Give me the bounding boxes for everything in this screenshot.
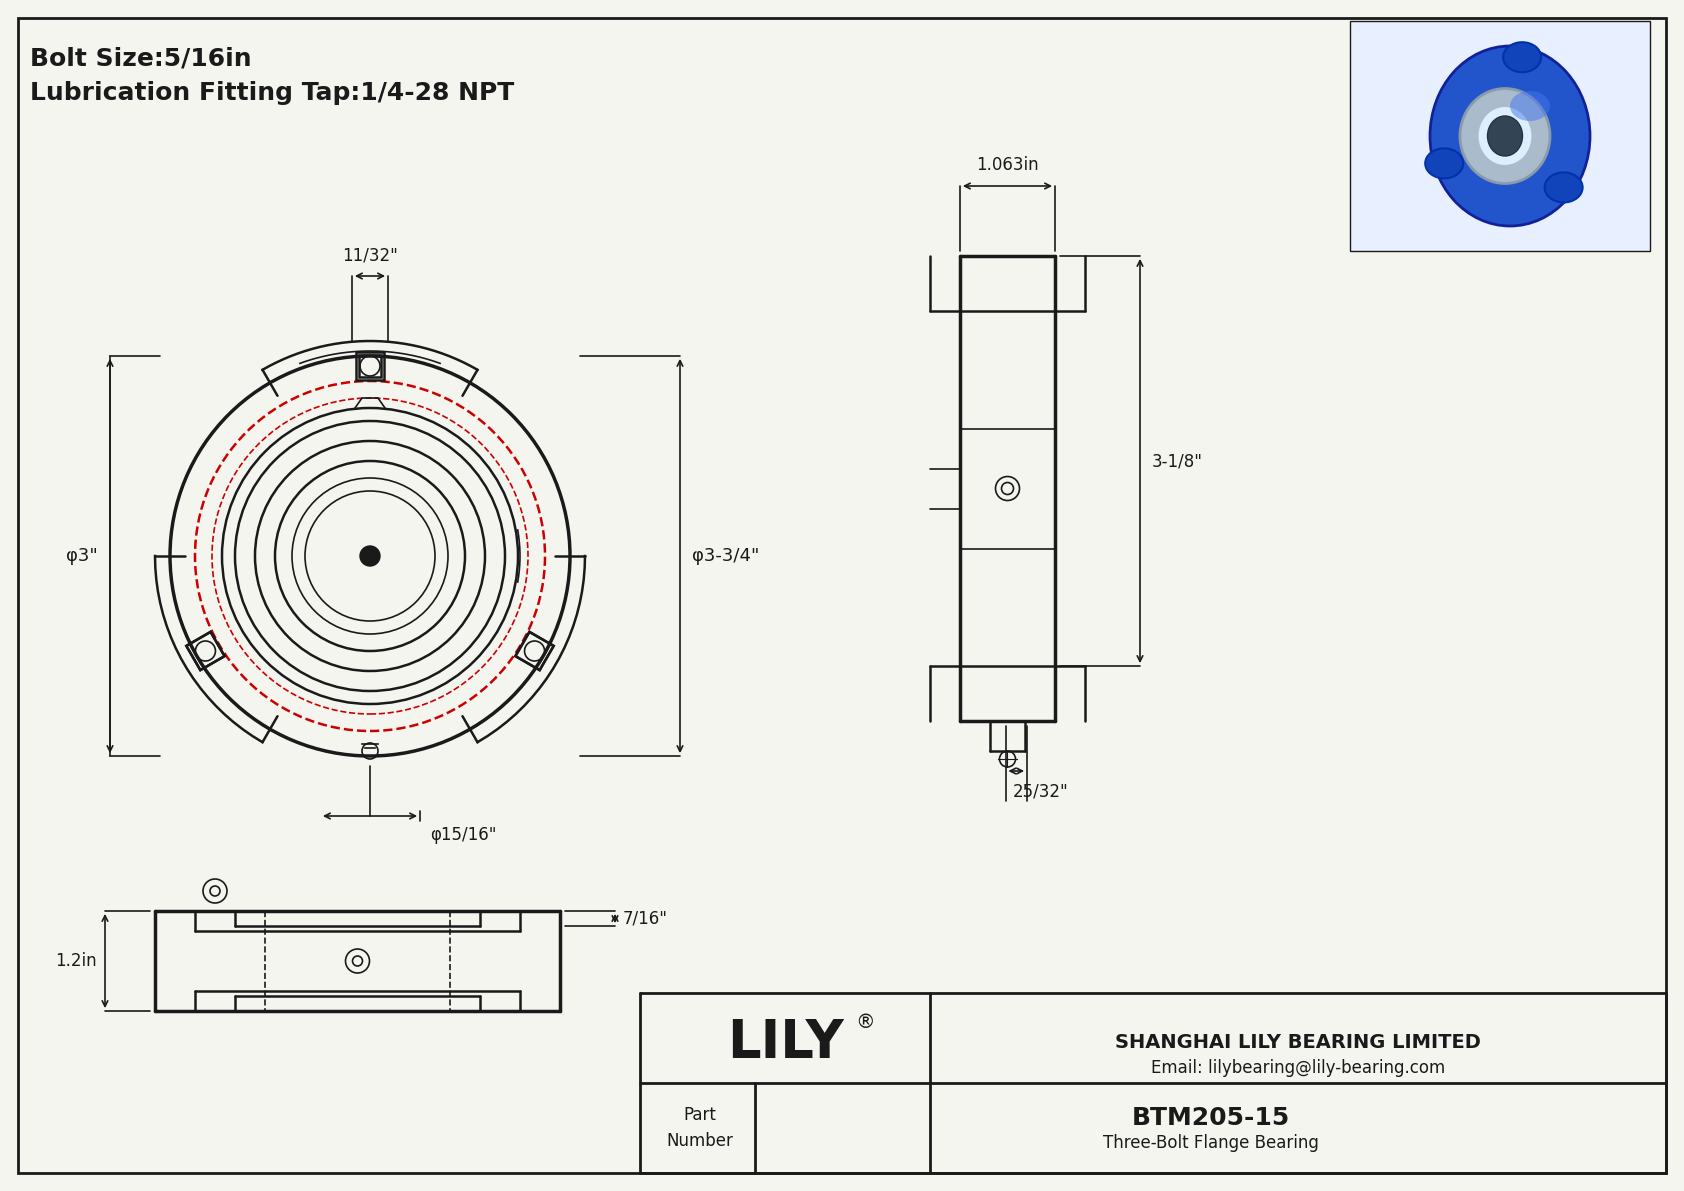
Text: Lubrication Fitting Tap:1/4-28 NPT: Lubrication Fitting Tap:1/4-28 NPT [30,81,514,105]
Text: 7/16": 7/16" [623,910,669,928]
Text: BTM205-15: BTM205-15 [1132,1106,1290,1130]
Bar [1351,21,1650,251]
Bar [515,632,554,671]
Bar [187,632,224,671]
Text: 1.063in: 1.063in [977,156,1039,174]
Text: φ3-3/4": φ3-3/4" [692,547,759,565]
Circle shape [360,545,381,566]
Ellipse shape [1460,88,1549,183]
Text: Bolt Size:5/16in: Bolt Size:5/16in [30,46,251,70]
Ellipse shape [1511,91,1549,121]
Ellipse shape [1425,149,1463,179]
Ellipse shape [1487,116,1522,156]
Bar [515,632,554,671]
Ellipse shape [1430,46,1590,226]
Bar [359,355,381,378]
Text: Part
Number: Part Number [667,1106,734,1149]
Ellipse shape [1504,42,1541,73]
Text: φ15/16": φ15/16" [429,827,497,844]
Ellipse shape [1544,173,1583,202]
Text: Email: lilybearing@lily-bearing.com: Email: lilybearing@lily-bearing.com [1150,1059,1445,1077]
Bar [187,632,224,671]
Text: 11/32": 11/32" [342,247,397,264]
Text: φ3": φ3" [66,547,98,565]
Ellipse shape [1477,106,1532,166]
Bar [355,353,384,380]
Text: LILY: LILY [726,1017,844,1070]
Text: SHANGHAI LILY BEARING LIMITED: SHANGHAI LILY BEARING LIMITED [1115,1034,1480,1053]
Text: 25/32": 25/32" [1012,782,1068,802]
Text: Three-Bolt Flange Bearing: Three-Bolt Flange Bearing [1103,1134,1319,1152]
Text: ®: ® [855,1014,874,1033]
Text: 1.2in: 1.2in [56,952,98,969]
Text: 3-1/8": 3-1/8" [1152,453,1202,470]
